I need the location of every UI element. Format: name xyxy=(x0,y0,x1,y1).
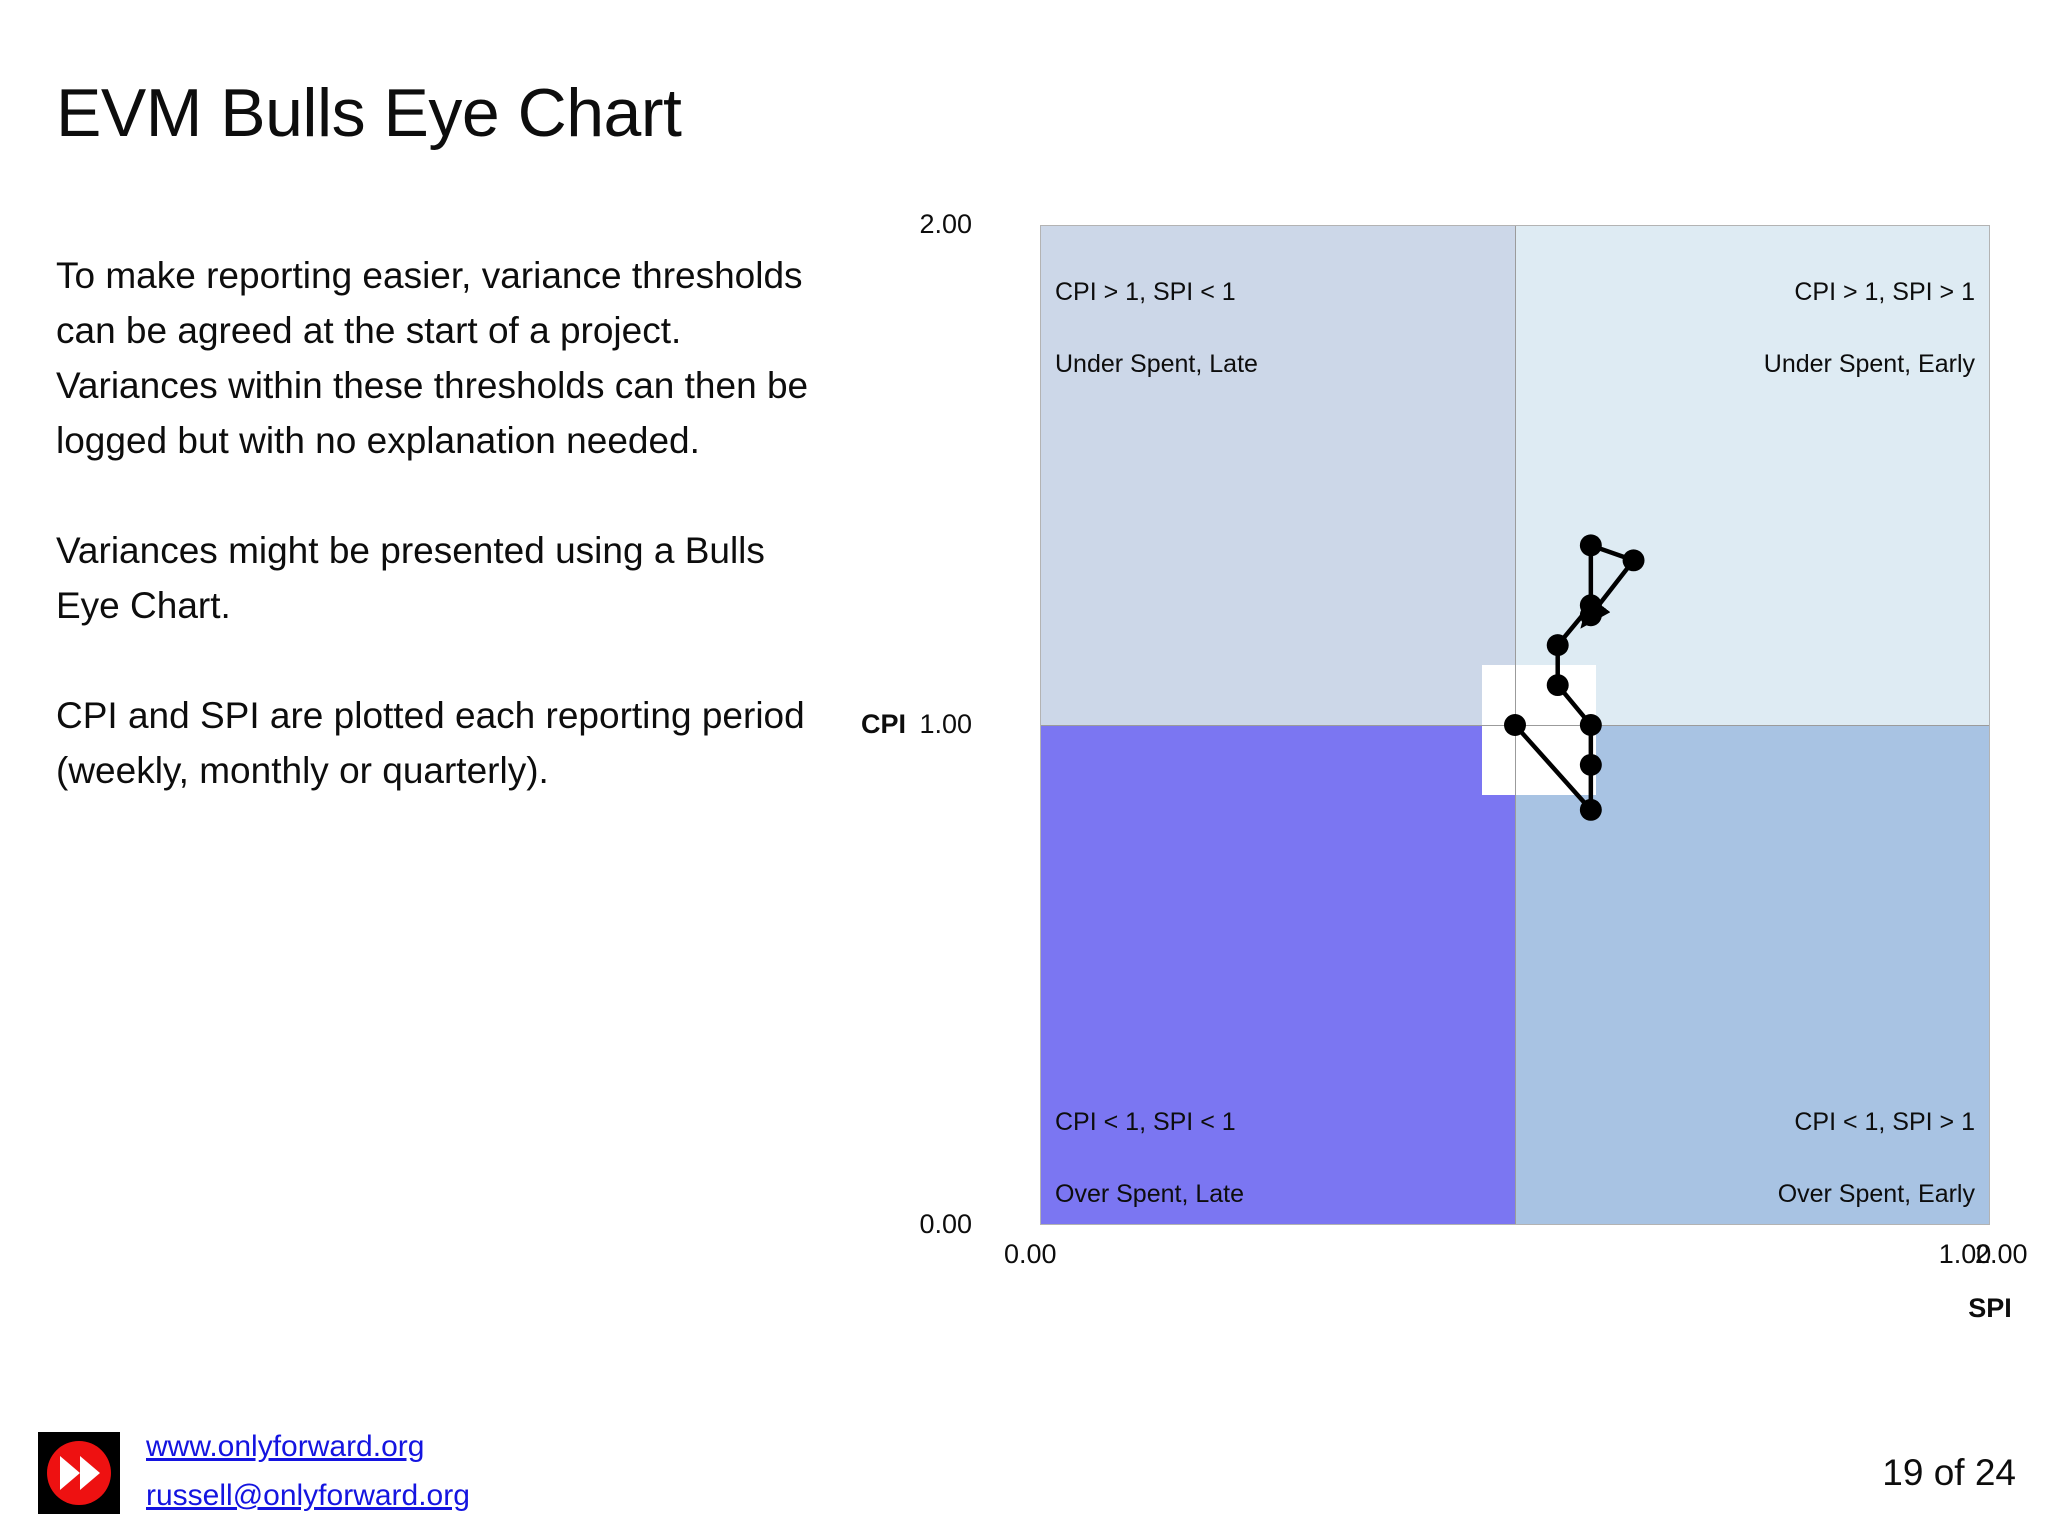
page-title: EVM Bulls Eye Chart xyxy=(56,75,682,151)
series-polyline xyxy=(1513,542,1638,816)
quadrant-label-bottom-right: CPI < 1, SPI > 1 Over Spent, Early xyxy=(1778,1068,1975,1212)
paragraph-3: CPI and SPI are plotted each reporting p… xyxy=(56,695,805,791)
website-link[interactable]: www.onlyforward.org xyxy=(146,1430,425,1463)
fast-forward-logo xyxy=(38,1432,120,1514)
quadrant-label-top-right: CPI > 1, SPI > 1 Under Spent, Early xyxy=(1764,238,1975,382)
series-markers xyxy=(1504,534,1645,821)
data-point xyxy=(1504,714,1526,736)
page-number: 19 of 24 xyxy=(1882,1452,2016,1493)
y-tick-top: 2.00 xyxy=(919,209,972,239)
data-point xyxy=(1546,634,1569,657)
quadrant-meaning-top-right: Under Spent, Early xyxy=(1763,350,1975,378)
data-series-plot xyxy=(1504,534,1645,821)
quadrant-meaning-bottom-left: Over Spent, Late xyxy=(1055,1180,1245,1208)
quadrant-label-top-left: CPI > 1, SPI < 1 Under Spent, Late xyxy=(1055,238,1258,382)
y-tick-mid: 1.00 xyxy=(919,709,972,739)
quadrant-meaning-top-left: Under Spent, Late xyxy=(1055,350,1258,378)
quadrant-under-spent-late xyxy=(1041,226,1515,725)
body-copy: To make reporting easier, variance thres… xyxy=(56,248,826,798)
x-tick-left: 0.00 xyxy=(1004,1239,1057,1269)
plot-area: CPI > 1, SPI < 1 Under Spent, Late CPI >… xyxy=(1040,225,1990,1225)
x-tick-right: 2.00 xyxy=(1975,1239,2028,1269)
bulls-eye-tolerance-box xyxy=(1481,665,1596,795)
data-point xyxy=(1579,714,1602,736)
data-point xyxy=(1579,753,1602,776)
quadrant-condition-top-right: CPI > 1, SPI > 1 xyxy=(1794,278,1975,306)
data-point xyxy=(1579,534,1602,557)
quadrant-meaning-bottom-right: Over Spent, Early xyxy=(1777,1180,1975,1208)
y-tick-bottom: 0.00 xyxy=(919,1209,972,1239)
x-tick-mid: 1.00 xyxy=(1938,1239,1992,1269)
quadrant-label-bottom-left: CPI < 1, SPI < 1 Over Spent, Late xyxy=(1055,1068,1244,1212)
data-point xyxy=(1579,798,1602,821)
quadrant-condition-top-left: CPI > 1, SPI < 1 xyxy=(1055,278,1236,306)
quadrant-condition-bottom-left: CPI < 1, SPI < 1 xyxy=(1055,1108,1236,1136)
email-link[interactable]: russell@onlyforward.org xyxy=(146,1479,470,1512)
quadrant-under-spent-early xyxy=(1515,226,1989,725)
data-point xyxy=(1579,604,1602,627)
bulls-eye-chart: 2.00 1.00 0.00 CPI 0.00 1.00 2.00 SPI CP… xyxy=(861,195,2028,1323)
data-point xyxy=(1622,549,1645,572)
data-point xyxy=(1546,674,1569,697)
quadrant-condition-bottom-right: CPI < 1, SPI > 1 xyxy=(1794,1108,1975,1136)
paragraph-1: To make reporting easier, variance thres… xyxy=(56,255,809,461)
quadrant-over-spent-late xyxy=(1041,725,1515,1224)
fast-forward-icon xyxy=(47,1441,111,1505)
y-axis-title: CPI xyxy=(860,709,906,739)
x-axis-title: SPI xyxy=(1968,1293,2012,1323)
paragraph-2: Variances might be presented using a Bul… xyxy=(56,530,765,626)
